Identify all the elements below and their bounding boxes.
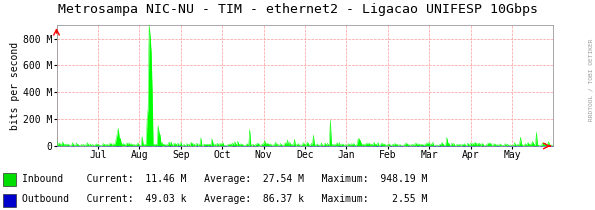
Text: RRDTOOL / TOBI OETIKER: RRDTOOL / TOBI OETIKER [589,39,594,121]
Text: Inbound    Current:  11.46 M   Average:  27.54 M   Maximum:  948.19 M: Inbound Current: 11.46 M Average: 27.54 … [22,173,427,184]
Y-axis label: bits per second: bits per second [10,42,20,130]
Text: Outbound   Current:  49.03 k   Average:  86.37 k   Maximum:    2.55 M: Outbound Current: 49.03 k Average: 86.37… [22,194,427,205]
Text: Metrosampa NIC-NU - TIM - ethernet2 - Ligacao UNIFESP 10Gbps: Metrosampa NIC-NU - TIM - ethernet2 - Li… [58,3,537,16]
